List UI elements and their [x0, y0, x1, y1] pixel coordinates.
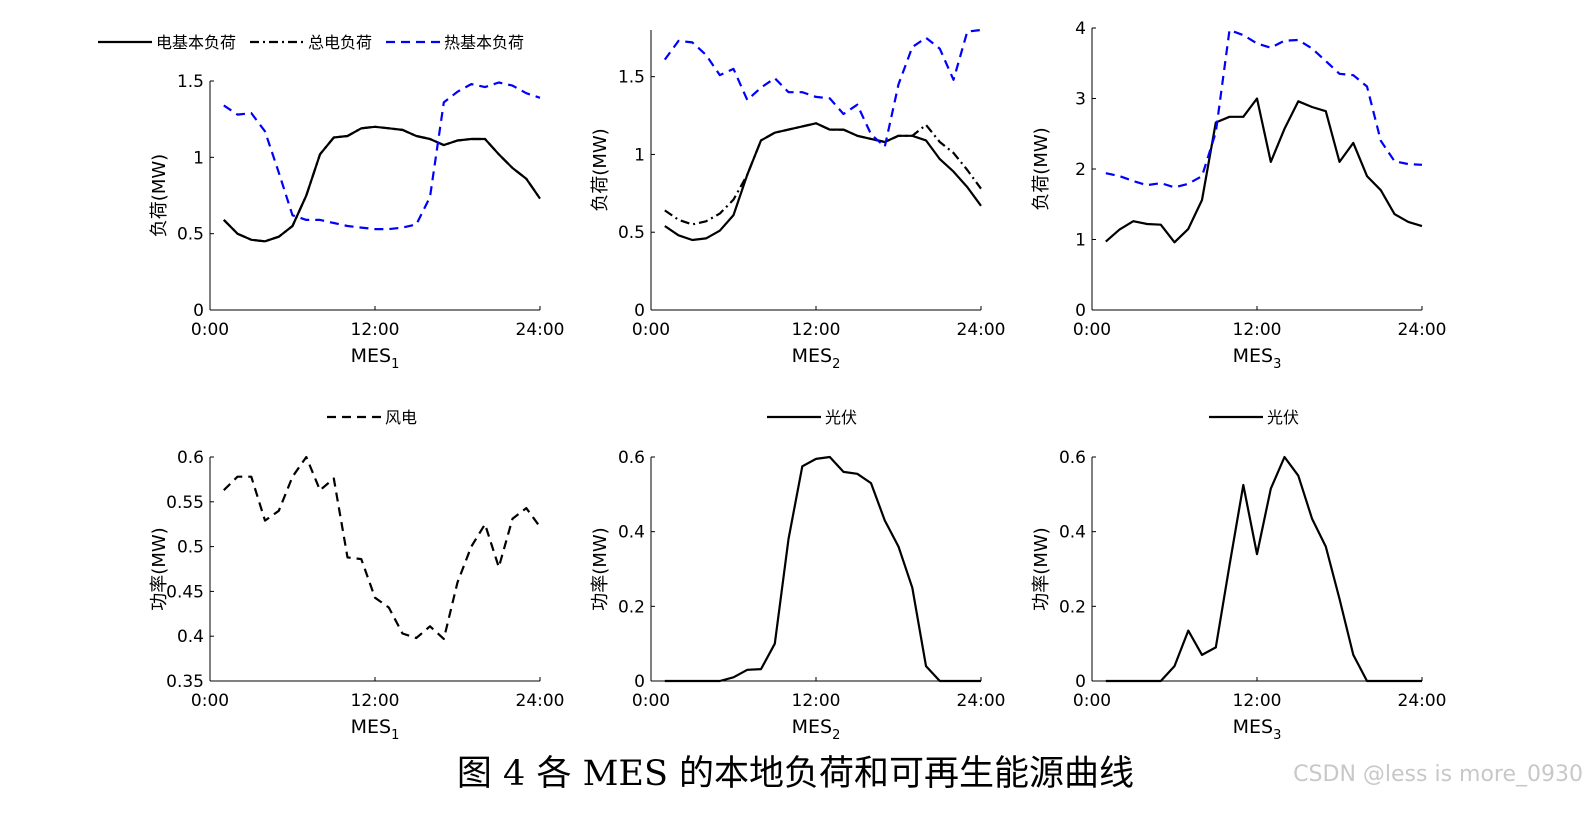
y-tick-label: 0	[1075, 672, 1086, 692]
legend-label: 光伏	[1267, 408, 1299, 427]
y-axis-label: 负荷(MW)	[590, 128, 611, 211]
y-tick-label: 0.45	[166, 582, 204, 602]
y-tick-label: 4	[1075, 19, 1086, 39]
x-tick-label: 0:00	[191, 691, 229, 711]
legend-label: 光伏	[825, 408, 857, 427]
watermark-text: CSDN @less is more_0930	[1293, 762, 1583, 787]
chart-wind-mes1: 0:00 12:00 24:00 0.35 0.4 0.45 0.5 0.55 0.6 MES1 功…	[149, 448, 565, 743]
series-line-热基本负荷	[223, 81, 541, 231]
legend-pv2: 光伏	[767, 408, 857, 427]
y-tick-label: 0.4	[618, 523, 645, 543]
figure-caption: 图 4 各 MES 的本地负荷和可再生能源曲线	[456, 754, 1135, 794]
y-tick-label: 3	[1075, 90, 1086, 110]
x-tick-label: 12:00	[792, 320, 841, 340]
x-tick-label: 24:00	[957, 320, 1006, 340]
chart-load-mes1: 0:00 12:00 24:00 0 0.5 1 1.5 MES1 负荷(MW)	[149, 72, 565, 372]
x-tick-label: 0:00	[1073, 691, 1111, 711]
x-tick-label: 12:00	[792, 691, 841, 711]
x-tick-label: 12:00	[1233, 320, 1282, 340]
x-tick-label: 0:00	[632, 320, 670, 340]
x-tick-label: 12:00	[1233, 691, 1282, 711]
x-axis-label: MES3	[1233, 716, 1282, 743]
y-tick-label: 0.5	[177, 538, 204, 558]
x-tick-label: 24:00	[516, 320, 565, 340]
y-tick-label: 0.5	[177, 225, 204, 245]
y-tick-label: 0.5	[618, 223, 645, 243]
series-line-光伏	[1105, 455, 1422, 683]
y-tick-label: 0	[634, 301, 645, 321]
series-line-风电	[223, 455, 541, 641]
x-axis-label: MES2	[792, 345, 841, 372]
y-tick-label: 0.4	[177, 627, 204, 647]
x-axis-label: MES1	[351, 345, 400, 372]
legend-label: 风电	[385, 408, 417, 427]
y-tick-label: 1	[634, 145, 645, 165]
y-tick-label: 2	[1075, 160, 1086, 180]
y-tick-label: 0.6	[177, 448, 204, 468]
x-tick-label: 0:00	[191, 320, 229, 340]
y-tick-label: 0	[634, 672, 645, 692]
y-tick-label: 0.2	[618, 597, 645, 617]
x-tick-label: 24:00	[1398, 691, 1447, 711]
x-tick-label: 12:00	[351, 320, 400, 340]
x-tick-label: 24:00	[957, 691, 1006, 711]
x-tick-label: 0:00	[1073, 320, 1111, 340]
y-tick-label: 0.6	[618, 448, 645, 468]
y-axis-label: 功率(MW)	[149, 527, 170, 610]
legend-load: 电基本负荷 总电负荷 热基本负荷	[98, 33, 524, 52]
x-tick-label: 24:00	[516, 691, 565, 711]
series-line-热基本负荷	[663, 28, 982, 148]
x-tick-label: 24:00	[1398, 320, 1447, 340]
y-tick-label: 1.5	[618, 68, 645, 88]
legend-wind: 风电	[327, 408, 417, 427]
x-axis-label: MES2	[792, 716, 841, 743]
legend-label: 总电负荷	[308, 33, 372, 52]
x-tick-label: 12:00	[351, 691, 400, 711]
figure-canvas: 0:00 12:00 24:00 0 0.5 1 1.5 MES1 负荷(MW) 0:00 12:0…	[98, 19, 1447, 743]
series-line-总电负荷	[664, 122, 982, 226]
y-tick-label: 0.35	[166, 672, 204, 692]
x-tick-label: 0:00	[632, 691, 670, 711]
chart-load-mes2: 0:00 12:00 24:00 0 0.5 1 1.5 MES2 负荷(MW)	[590, 28, 1006, 372]
y-tick-label: 0.55	[166, 493, 204, 513]
series-line-电基本负荷	[223, 125, 541, 243]
y-tick-label: 0.2	[1059, 597, 1086, 617]
x-axis-label: MES3	[1233, 345, 1282, 372]
series-line-热基本负荷	[1105, 29, 1423, 189]
legend-label: 热基本负荷	[444, 33, 524, 52]
series-line-电基本负荷	[1105, 97, 1423, 244]
y-axis-label: 功率(MW)	[590, 527, 611, 610]
y-axis-label: 负荷(MW)	[149, 154, 170, 237]
series-line-电基本负荷	[664, 122, 982, 242]
y-tick-label: 1.5	[177, 72, 204, 92]
legend-pv3: 光伏	[1209, 408, 1299, 427]
y-axis-label: 功率(MW)	[1031, 527, 1052, 610]
y-axis-label: 负荷(MW)	[1031, 127, 1052, 210]
y-tick-label: 0	[1075, 301, 1086, 321]
chart-pv-mes2: 0:00 12:00 24:00 0 0.2 0.4 0.6 MES2 功率(MW)	[590, 448, 1006, 743]
y-tick-label: 0	[193, 301, 204, 321]
series-line-总电负荷	[223, 125, 541, 243]
series-line-光伏	[664, 455, 981, 683]
y-tick-label: 0.6	[1059, 448, 1086, 468]
legend-label: 电基本负荷	[156, 33, 236, 52]
chart-load-mes3: 0:00 12:00 24:00 0 1 2 3 4 MES3 负荷(MW)	[1031, 19, 1447, 372]
chart-pv-mes3: 0:00 12:00 24:00 0 0.2 0.4 0.6 MES3 功率(MW)	[1031, 448, 1447, 743]
x-axis-label: MES1	[351, 716, 400, 743]
y-tick-label: 1	[1075, 231, 1086, 251]
y-tick-label: 1	[193, 148, 204, 168]
y-tick-label: 0.4	[1059, 523, 1086, 543]
